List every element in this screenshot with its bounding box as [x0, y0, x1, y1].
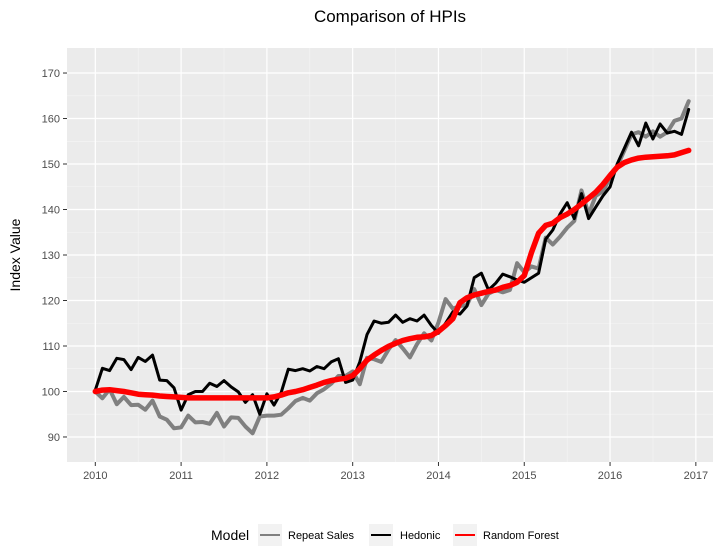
- legend: Model Repeat Sales Hedonic Random Forest: [211, 524, 559, 546]
- y-tick-label-0: 90: [48, 432, 60, 444]
- chart-title: Comparison of HPIs: [314, 7, 466, 26]
- grid-minor: [67, 48, 713, 462]
- x-tick-label-3: 2013: [340, 470, 364, 482]
- y-tick-label-1: 100: [42, 386, 60, 398]
- x-tick-label-2: 2012: [255, 470, 279, 482]
- series-layer: [92, 99, 692, 436]
- y-tick-label-5: 140: [42, 205, 60, 217]
- y-tick-label-4: 130: [42, 250, 60, 262]
- y-tick-label-2: 110: [42, 341, 60, 353]
- x-tick-label-4: 2014: [426, 470, 450, 482]
- grid-major: [67, 48, 713, 462]
- x-tick-label-0: 2010: [83, 470, 107, 482]
- series-line-random-forest: [92, 147, 692, 401]
- y-axis: 90 100 110 120 130 140 150 160 170: [42, 68, 67, 444]
- legend-title: Model: [211, 527, 249, 543]
- x-axis: 2010 2011 2012 2013 2014 2015 2016 2017: [83, 462, 708, 482]
- x-tick-label-7: 2017: [684, 470, 708, 482]
- y-tick-label-7: 160: [42, 114, 60, 126]
- y-axis-title: Index Value: [7, 218, 23, 291]
- y-tick-label-3: 120: [42, 295, 60, 307]
- x-tick-label-1: 2011: [169, 470, 193, 482]
- legend-label-repeat-sales: Repeat Sales: [288, 530, 355, 542]
- legend-label-hedonic: Hedonic: [400, 530, 441, 542]
- y-tick-label-6: 150: [42, 159, 60, 171]
- legend-label-random-forest: Random Forest: [483, 530, 559, 542]
- x-tick-label-6: 2016: [598, 470, 622, 482]
- x-tick-label-5: 2015: [512, 470, 536, 482]
- y-tick-label-8: 170: [42, 68, 60, 80]
- series-line-hedonic: [93, 107, 691, 416]
